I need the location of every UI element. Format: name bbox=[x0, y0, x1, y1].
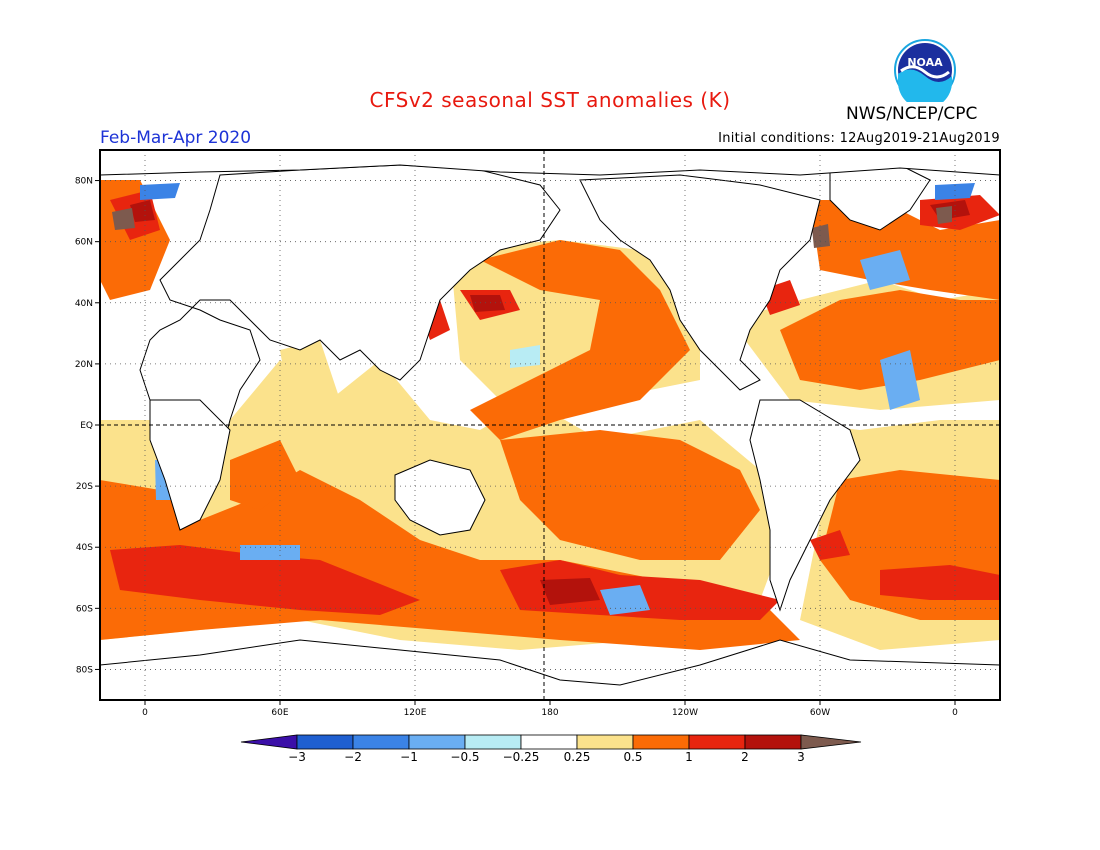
colorbar-label: 0.5 bbox=[623, 750, 642, 764]
lon-tick-label: 120W bbox=[672, 708, 698, 718]
noaa-logo-text: NOAA bbox=[907, 56, 943, 69]
lat-tick-label: 60N bbox=[75, 238, 93, 248]
colorbar-swatch bbox=[352, 734, 410, 750]
lon-tick-label: 120E bbox=[404, 708, 427, 718]
initial-conditions-label: Initial conditions: 12Aug2019-21Aug2019 bbox=[718, 131, 1000, 146]
colorbar-label: −0.5 bbox=[450, 750, 479, 764]
lon-tick-label: 0 bbox=[952, 708, 958, 718]
colorbar-swatch bbox=[576, 734, 634, 750]
colorbar-label: 0.25 bbox=[564, 750, 591, 764]
anomaly-field bbox=[100, 150, 1000, 700]
lon-tick-label: 0 bbox=[142, 708, 148, 718]
colorbar-swatch bbox=[688, 734, 746, 750]
colorbar-swatch bbox=[744, 734, 802, 750]
colorbar-label: 3 bbox=[797, 750, 805, 764]
noaa-logo: NOAA bbox=[894, 39, 956, 102]
lat-tick-label: 80S bbox=[76, 665, 93, 675]
forecast-period-label: Feb-Mar-Apr 2020 bbox=[100, 128, 252, 148]
lat-tick-label: 40S bbox=[76, 543, 93, 553]
colorbar-swatch bbox=[408, 734, 466, 750]
colorbar-label: 1 bbox=[685, 750, 693, 764]
lon-tick-label: 180 bbox=[541, 708, 558, 718]
colorbar-swatch bbox=[520, 734, 578, 750]
lon-tick-label: 60E bbox=[271, 708, 288, 718]
organization-label: NWS/NCEP/CPC bbox=[846, 104, 978, 124]
colorbar-label: −2 bbox=[344, 750, 362, 764]
colorbar-swatch bbox=[464, 734, 522, 750]
latitude-axis: 80N 60N 40N 20N EQ 20S 40S 60S 80S bbox=[75, 177, 100, 675]
colorbar-label: −3 bbox=[288, 750, 306, 764]
lat-tick-label: 20N bbox=[75, 360, 93, 370]
colorbar-swatch bbox=[632, 734, 690, 750]
longitude-axis: 0 60E 120E 180 120W 60W 0 bbox=[142, 700, 958, 718]
colorbar-label: −1 bbox=[400, 750, 418, 764]
land-masses bbox=[100, 150, 1000, 700]
lat-tick-label: EQ bbox=[80, 421, 93, 431]
colorbar-label: 2 bbox=[741, 750, 749, 764]
chart-title: CFSv2 seasonal SST anomalies (K) bbox=[369, 88, 731, 112]
colorbar-label: −0.25 bbox=[503, 750, 540, 764]
colorbar-arrow-low bbox=[240, 734, 298, 750]
lat-tick-label: 80N bbox=[75, 177, 93, 187]
lat-tick-label: 60S bbox=[76, 604, 93, 614]
lon-tick-label: 60W bbox=[810, 708, 830, 718]
lat-tick-label: 20S bbox=[76, 482, 93, 492]
colorbar-swatch bbox=[296, 734, 354, 750]
colorbar-legend: −3 −2 −1 −0.5 −0.25 0.25 0.5 1 2 3 bbox=[240, 734, 862, 764]
lat-tick-label: 40N bbox=[75, 299, 93, 309]
colorbar-arrow-high bbox=[800, 734, 862, 750]
